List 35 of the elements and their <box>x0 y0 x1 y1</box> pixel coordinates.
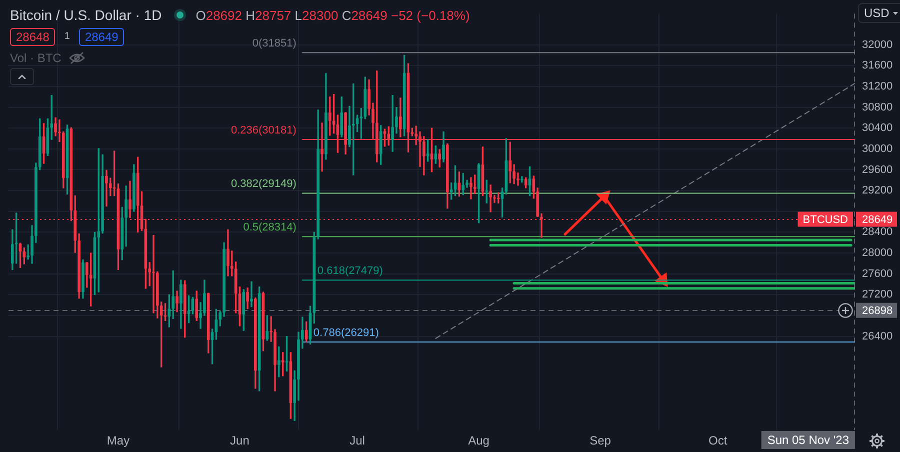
y-tick-label: 27600 <box>862 268 893 280</box>
series-label: 0.786(26291) <box>313 326 379 339</box>
y-tick-label: 26400 <box>862 330 893 342</box>
y-tick-label: 27200 <box>862 288 893 301</box>
series-label: 0.5(28314) <box>243 222 296 234</box>
y-tick-label: 30800 <box>862 101 893 114</box>
y-tick-label: 31200 <box>862 80 893 92</box>
text: BTCUSD 28649 <box>802 214 893 226</box>
x-tick-label: Jul <box>350 434 365 448</box>
series-label: 0.618(27479) <box>317 265 383 278</box>
x-tick-label: Aug <box>468 434 490 448</box>
ref-line-label: Sun 05 Nov '23 <box>767 432 850 447</box>
y-tick-label: 30400 <box>862 122 893 134</box>
series-label: 0.236(30181) <box>230 124 296 137</box>
y-tick-label: 29600 <box>862 164 893 176</box>
annotation: Vol · BTC <box>10 51 62 65</box>
ref-line-label: 26898 <box>862 304 893 317</box>
x-tick-label: Oct <box>708 434 728 448</box>
y-tick-label: 29200 <box>862 184 893 197</box>
chart-subtitle: O28692 H28757 L28300 C28649 −52 (−0.18%) <box>196 8 470 22</box>
y-tick-label: 30000 <box>862 142 893 155</box>
chart-title: Bitcoin / U.S. Dollar · 1D <box>10 7 162 23</box>
y-axis-title: USD <box>864 6 890 20</box>
y-tick-label: 31600 <box>862 60 893 72</box>
series-label: 0.382(29149) <box>230 178 296 190</box>
y-tick-label: 28000 <box>862 247 893 260</box>
series-label: 0(31851) <box>252 38 296 50</box>
x-tick-label: May <box>106 434 130 448</box>
x-tick-label: Jun <box>230 434 250 448</box>
x-tick-label: Sep <box>590 434 612 448</box>
annotation: 28648 <box>10 28 56 46</box>
annotation: 28649 <box>78 28 124 46</box>
y-tick-label: 32000 <box>862 38 893 51</box>
annotation: 1 <box>63 31 71 42</box>
y-tick-label: 28400 <box>862 226 893 238</box>
